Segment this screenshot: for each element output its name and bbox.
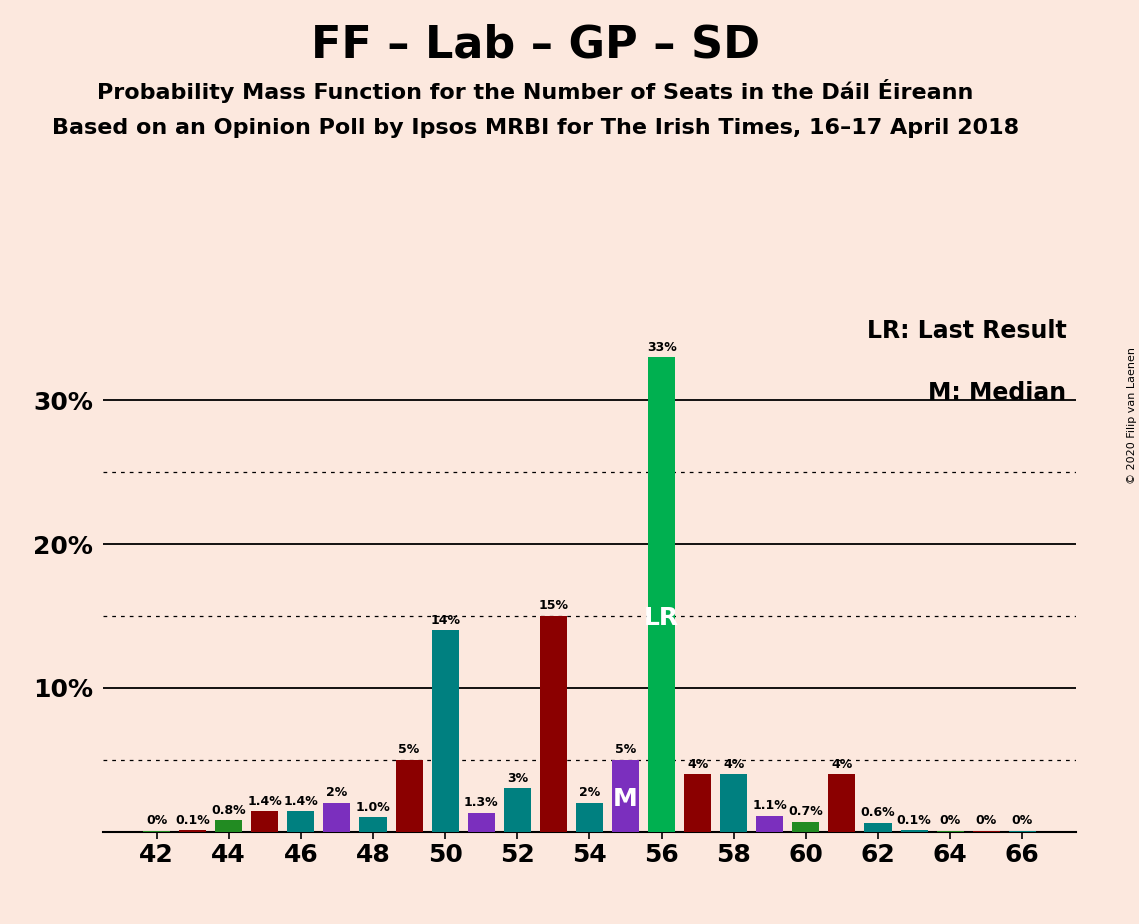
Bar xyxy=(648,358,675,832)
Bar xyxy=(252,811,278,832)
Text: 0%: 0% xyxy=(146,814,167,827)
Text: LR: LR xyxy=(644,606,679,630)
Text: 2%: 2% xyxy=(327,786,347,799)
Bar xyxy=(323,803,351,832)
Bar xyxy=(865,823,892,832)
Bar xyxy=(685,774,711,832)
Bar xyxy=(360,817,386,832)
Text: 4%: 4% xyxy=(831,758,852,771)
Text: 4%: 4% xyxy=(723,758,744,771)
Bar xyxy=(901,830,927,832)
Text: 0.8%: 0.8% xyxy=(212,804,246,817)
Text: 0.1%: 0.1% xyxy=(896,813,932,827)
Bar xyxy=(756,816,784,832)
Text: 0.1%: 0.1% xyxy=(175,813,210,827)
Bar xyxy=(179,830,206,832)
Text: 4%: 4% xyxy=(687,758,708,771)
Text: LR: Last Result: LR: Last Result xyxy=(867,320,1066,344)
Text: 3%: 3% xyxy=(507,772,527,784)
Text: 0.6%: 0.6% xyxy=(861,807,895,820)
Text: © 2020 Filip van Laenen: © 2020 Filip van Laenen xyxy=(1126,347,1137,484)
Text: 5%: 5% xyxy=(399,743,419,756)
Text: 2%: 2% xyxy=(579,786,600,799)
Text: 15%: 15% xyxy=(539,600,568,613)
Text: 1.4%: 1.4% xyxy=(247,795,282,808)
Bar xyxy=(793,821,819,832)
Text: 14%: 14% xyxy=(431,614,460,626)
Text: 1.3%: 1.3% xyxy=(464,796,499,809)
Bar xyxy=(287,811,314,832)
Text: Probability Mass Function for the Number of Seats in the Dáil Éireann: Probability Mass Function for the Number… xyxy=(97,79,974,103)
Bar xyxy=(720,774,747,832)
Text: 1.0%: 1.0% xyxy=(355,800,391,814)
Bar xyxy=(612,760,639,832)
Bar xyxy=(576,803,603,832)
Text: M: Median: M: Median xyxy=(928,382,1066,406)
Text: FF – Lab – GP – SD: FF – Lab – GP – SD xyxy=(311,23,760,67)
Bar xyxy=(468,813,494,832)
Text: 0%: 0% xyxy=(1011,814,1033,827)
Bar xyxy=(215,821,243,832)
Bar xyxy=(503,788,531,832)
Text: 1.1%: 1.1% xyxy=(753,799,787,812)
Text: 1.4%: 1.4% xyxy=(284,795,318,808)
Text: 0%: 0% xyxy=(940,814,960,827)
Bar xyxy=(432,630,459,832)
Text: 0%: 0% xyxy=(976,814,997,827)
Bar xyxy=(395,760,423,832)
Text: 5%: 5% xyxy=(615,743,636,756)
Text: M: M xyxy=(613,787,638,811)
Bar xyxy=(540,616,567,832)
Text: 33%: 33% xyxy=(647,341,677,354)
Text: Based on an Opinion Poll by Ipsos MRBI for The Irish Times, 16–17 April 2018: Based on an Opinion Poll by Ipsos MRBI f… xyxy=(51,118,1019,139)
Bar xyxy=(828,774,855,832)
Text: 0.7%: 0.7% xyxy=(788,805,823,818)
